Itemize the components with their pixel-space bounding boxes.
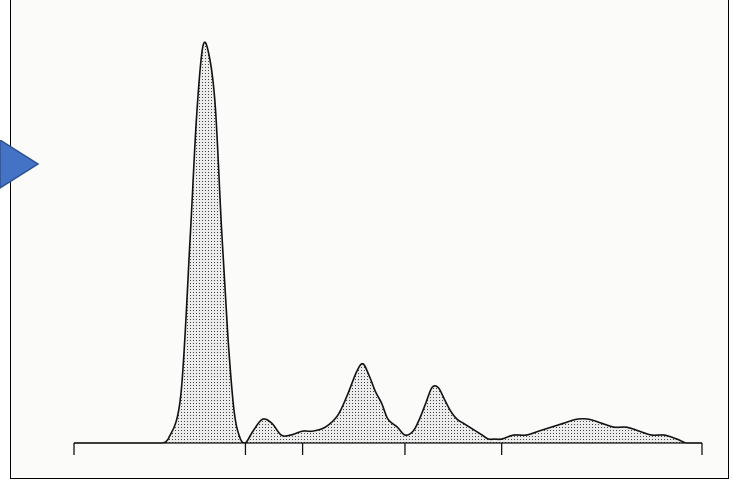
- series-0-line: [74, 41, 702, 444]
- pointer-arrow-icon: [0, 140, 40, 189]
- x-axis: [73, 442, 703, 455]
- series-layer: [74, 41, 702, 444]
- series-0-area: [74, 42, 702, 444]
